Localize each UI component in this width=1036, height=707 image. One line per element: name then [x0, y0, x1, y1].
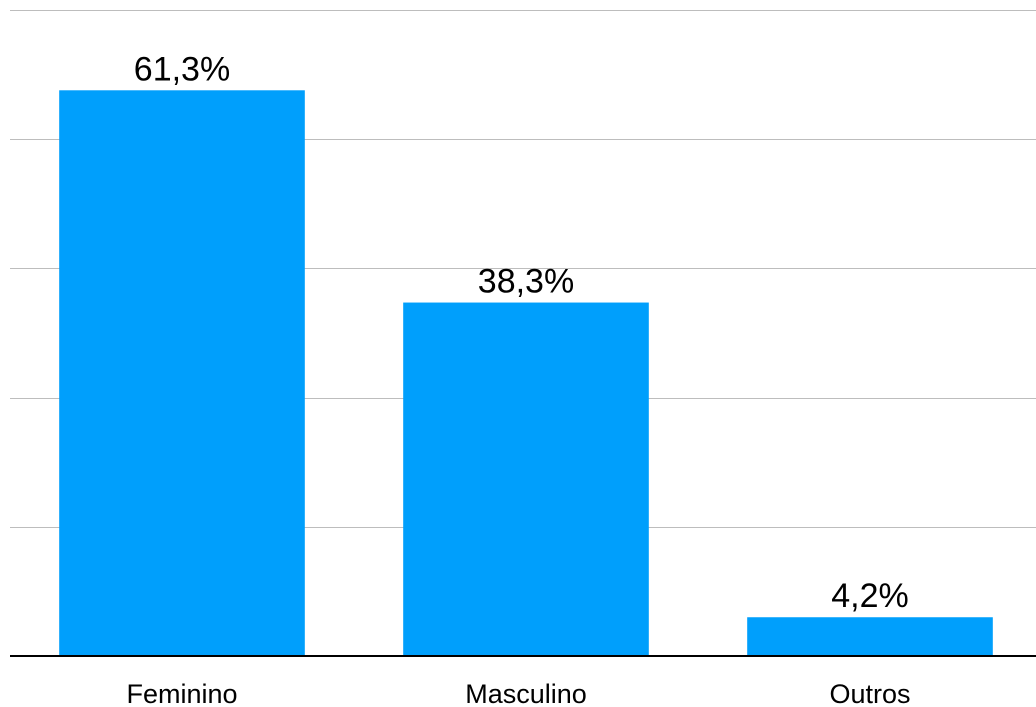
- value-labels: 61,3% 38,3% 4,2%: [134, 50, 909, 615]
- bar-outros: [747, 617, 993, 656]
- category-label-feminino: Feminino: [126, 679, 237, 707]
- value-label-outros: 4,2%: [831, 577, 909, 615]
- category-labels: Feminino Masculino Outros: [126, 679, 910, 707]
- category-label-outros: Outros: [829, 679, 910, 707]
- value-label-feminino: 61,3%: [134, 50, 230, 88]
- bar-feminino: [59, 90, 305, 656]
- category-label-masculino: Masculino: [465, 679, 587, 707]
- value-label-masculino: 38,3%: [478, 263, 574, 301]
- bar-masculino: [403, 302, 649, 656]
- bars: [59, 90, 993, 656]
